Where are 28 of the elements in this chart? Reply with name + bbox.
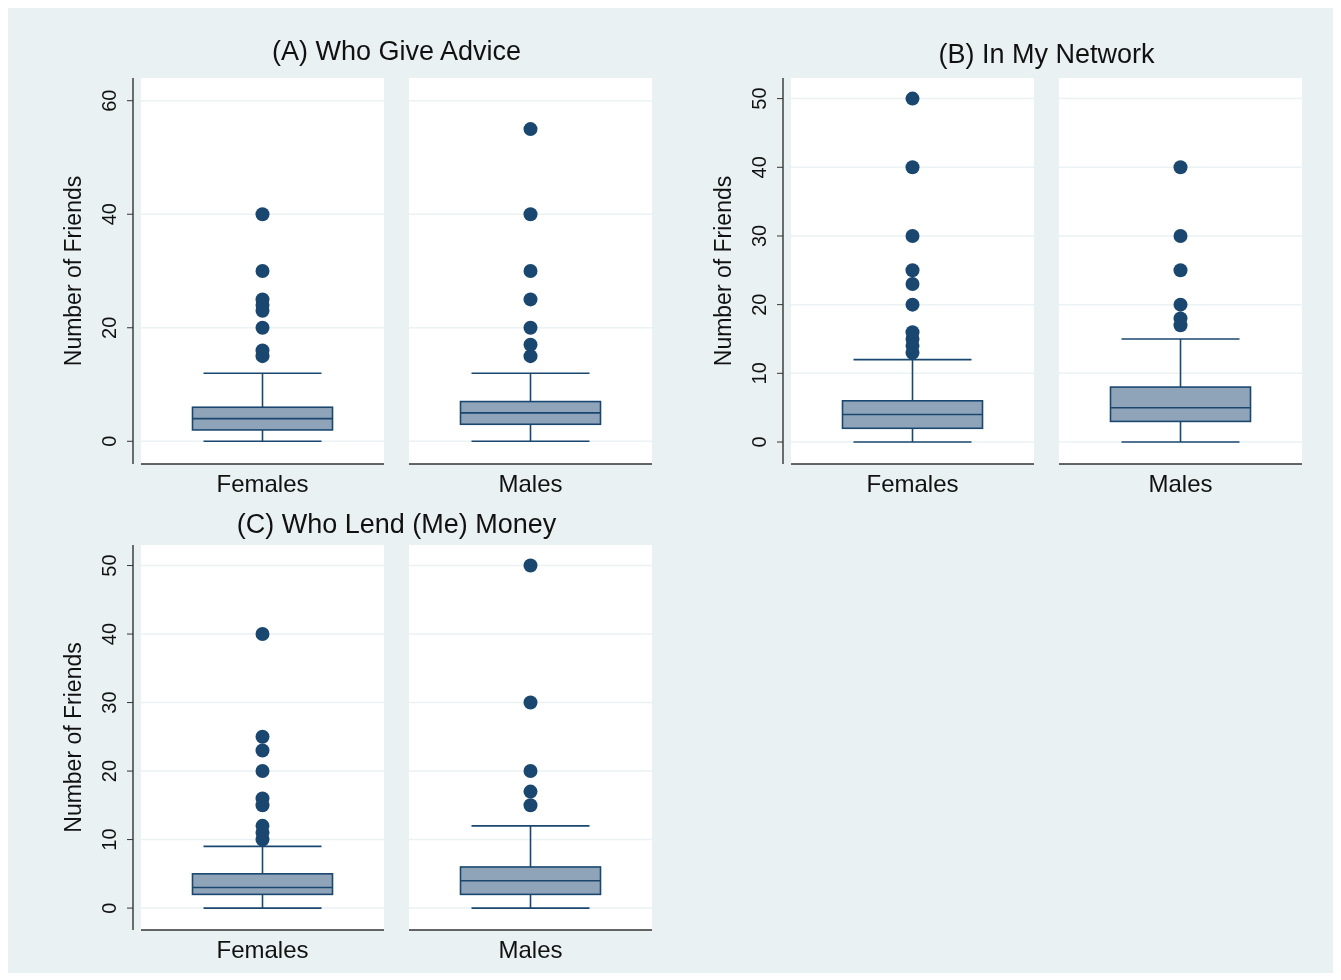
x-tick-label: Males [498, 936, 563, 963]
x-tick-label: Females [216, 470, 309, 497]
y-tick-label: 40 [98, 622, 120, 646]
x-tick-label: Males [498, 470, 563, 497]
y-tick-label: 30 [748, 224, 770, 248]
y-tick-label: 30 [98, 691, 120, 714]
y-axis-title: Number of Friends [710, 175, 736, 367]
y-tick-label: 10 [98, 828, 120, 851]
y-tick-label: 50 [748, 87, 770, 110]
y-tick-label: 20 [748, 293, 770, 316]
x-tick-label: Females [216, 936, 309, 963]
chart-title: (B) In My Network [938, 39, 1156, 69]
y-tick-label: 40 [748, 156, 770, 179]
x-tick-label: Males [1148, 470, 1213, 497]
y-tick-label: 40 [98, 203, 120, 226]
y-tick-label: 0 [98, 435, 120, 447]
chart-title: (C) Who Lend (Me) Money [236, 509, 557, 539]
y-tick-label: 20 [98, 759, 120, 783]
x-tick-label: Females [866, 470, 959, 497]
y-axis-title: Number of Friends [60, 175, 86, 367]
y-tick-label: 60 [98, 89, 120, 112]
y-tick-label: 0 [748, 436, 770, 448]
y-axis-title: Number of Friends [60, 642, 86, 833]
chart-title: (A) Who Give Advice [271, 36, 522, 66]
y-tick-label: 20 [98, 316, 120, 339]
y-tick-label: 0 [98, 902, 120, 914]
y-tick-label: 10 [748, 362, 770, 385]
y-tick-label: 50 [98, 554, 120, 577]
